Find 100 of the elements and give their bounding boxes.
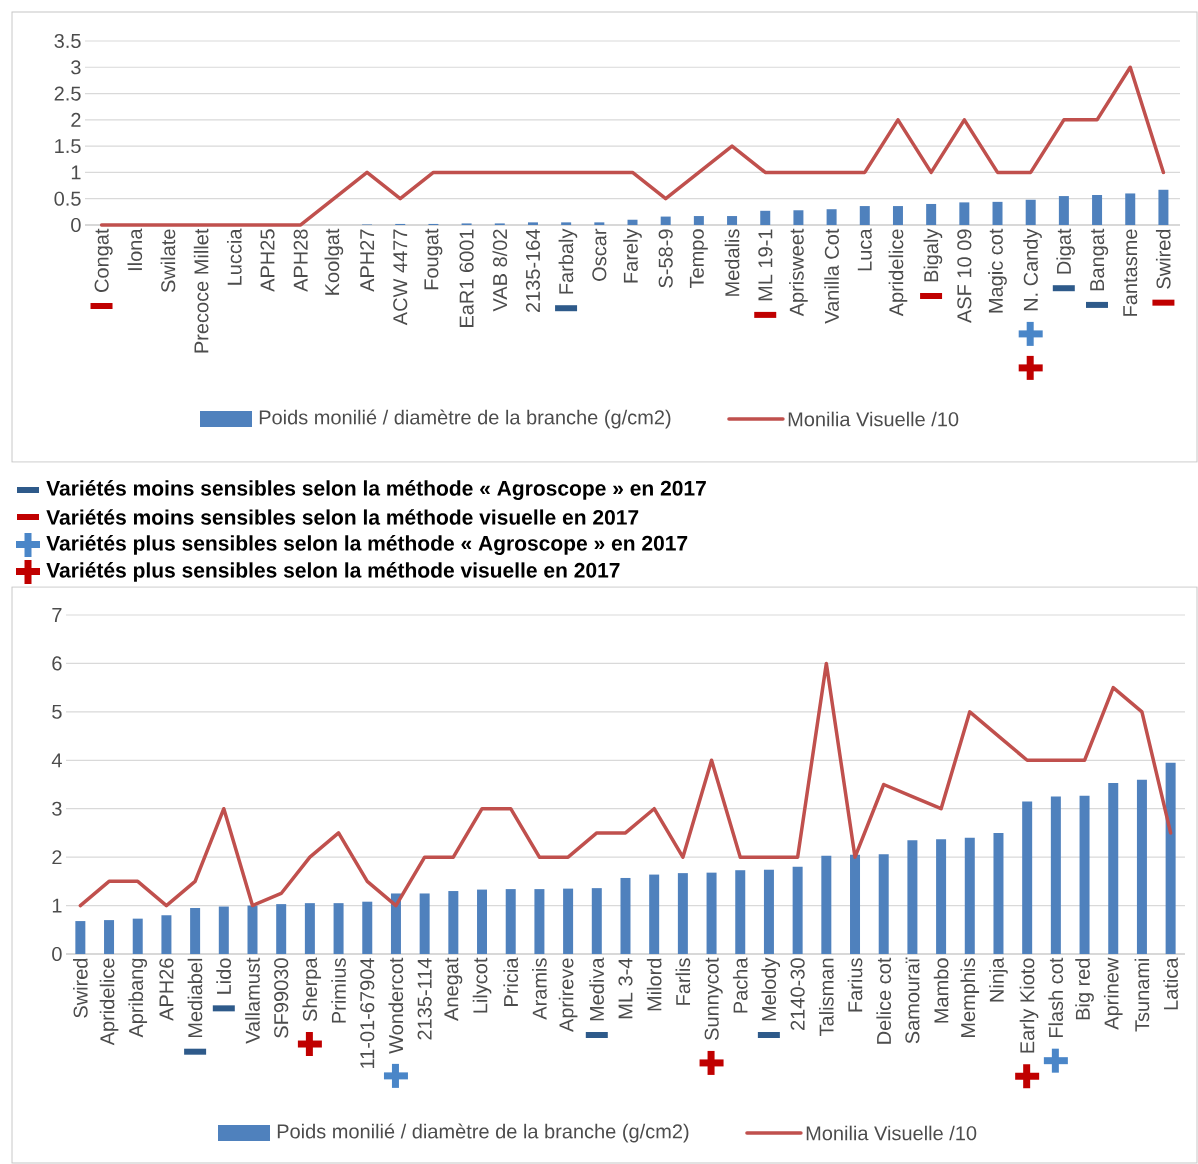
y-tick-label: 0 [71, 217, 81, 233]
y-tick-label: 1 [52, 898, 62, 913]
x-tick-label: Ilona [127, 228, 143, 271]
bar [1022, 801, 1033, 954]
bar [649, 874, 660, 954]
x-tick-label: Samouraï [905, 957, 920, 1044]
x-tick-label: Farbaly [558, 228, 578, 294]
x-tick-label: Memphis [960, 958, 980, 1038]
bar [304, 903, 315, 954]
x-tick-label: Apridelice [888, 229, 908, 317]
x-tick-label: Aprinew [1103, 957, 1123, 1030]
x-tick-label: Big red [1075, 958, 1094, 1020]
bar [591, 888, 602, 954]
x-tick-label: Primius [331, 958, 346, 1023]
x-tick-label: Early Kioto [1019, 958, 1039, 1053]
bar [763, 869, 774, 954]
x-tick-label: Latica [1163, 957, 1178, 1010]
legend-label: Monilia Visuelle /10 [788, 411, 959, 427]
bar [992, 201, 1003, 225]
legend-label: Poids monilié / diamètre de la branche (g/cm2) [259, 409, 671, 429]
x-tick-label: Delice cot [876, 957, 892, 1044]
x-tick-label: ML 19-1 [758, 229, 773, 301]
y-tick-label: 1.5 [55, 139, 81, 154]
bar [1058, 196, 1069, 225]
bar [706, 872, 717, 954]
bar [878, 854, 889, 954]
x-tick-label: Oscar [592, 228, 607, 281]
bar [936, 839, 947, 954]
bar [1165, 762, 1176, 954]
bar [826, 209, 837, 225]
x-tick-label: Aramis [532, 958, 547, 1020]
x-tick-label: Farely [623, 228, 642, 283]
x-tick-label: Mambo [933, 958, 949, 1023]
x-tick-label: Bigaly [923, 228, 943, 282]
y-tick-label: 6 [52, 656, 62, 671]
x-tick-label: Swired [73, 958, 88, 1018]
y-tick-label: 2.5 [54, 86, 81, 101]
bar [792, 866, 803, 954]
legend-label: Poids monilié / diamètre de la branche (g/cm2) [277, 1123, 689, 1143]
x-tick-label: ACW 4477 [393, 229, 408, 326]
x-tick-label: Farius [847, 958, 863, 1012]
y-tick-label: 2 [71, 112, 81, 127]
x-tick-label: Mediva [589, 957, 604, 1021]
bar [1050, 796, 1061, 954]
bar [993, 832, 1004, 954]
y-tick-label: 3 [71, 60, 81, 75]
bar [75, 921, 86, 954]
x-tick-label: S-58-9 [658, 229, 673, 288]
x-tick-label: 11-01-67904 [360, 958, 375, 1068]
y-tick-label: 4 [51, 753, 62, 768]
text: Variétés plus sensibles selon la méthode « Agroscope » en 2017 [46, 535, 688, 555]
legend-label: Monilia Visuelle /10 [806, 1125, 977, 1141]
bar [760, 210, 771, 225]
x-tick-label: Luccia [226, 228, 242, 285]
x-tick-label: APH25 [260, 229, 275, 292]
bar [563, 888, 574, 954]
bar [1136, 779, 1147, 954]
x-tick-label: Tempo [689, 229, 708, 289]
x-tick-label: Aprisweet [789, 228, 808, 317]
x-tick-label: Talisman [818, 958, 834, 1036]
bar [620, 877, 631, 954]
bar [1079, 795, 1090, 954]
bar [534, 889, 545, 954]
y-tick-label: 3 [52, 801, 62, 816]
bar [1158, 189, 1169, 225]
bar [1125, 193, 1136, 225]
bar [247, 905, 258, 954]
y-tick-label: 3.5 [54, 33, 81, 49]
bar [964, 837, 975, 954]
x-tick-label: Digat [1056, 228, 1075, 274]
x-tick-label: Farlis [675, 958, 691, 1005]
bar [677, 873, 688, 954]
bar [132, 918, 143, 954]
x-tick-label: Swilate [160, 229, 176, 293]
bar [1108, 783, 1119, 954]
x-tick-label: APH28 [293, 229, 308, 292]
text: Variétés moins sensibles selon la méthode visuelle en 2017 [46, 509, 639, 525]
x-tick-label: VAB 8/02 [492, 229, 508, 312]
bar [190, 907, 201, 954]
x-tick-label: Fougat [424, 228, 443, 290]
x-tick-label: Sherpa [302, 957, 322, 1022]
bar [859, 206, 870, 225]
bar [959, 202, 970, 225]
bar [892, 206, 903, 225]
x-tick-label: Aprireve [558, 958, 578, 1032]
x-tick-label: Lilycot [472, 957, 492, 1013]
x-tick-label: ML 3-4 [618, 958, 633, 1019]
x-tick-label: Precoce Millet [193, 228, 209, 353]
bar [627, 219, 638, 225]
x-tick-label: Pricia [503, 957, 519, 1006]
x-tick-label: N. Candy [1023, 228, 1042, 311]
bar [735, 870, 746, 954]
bar [1025, 199, 1036, 225]
bar [693, 216, 704, 225]
x-tick-label: Congat [94, 228, 113, 292]
bar [561, 222, 572, 225]
x-tick-label: Apridelice [99, 958, 119, 1046]
x-tick-label: ASF 10 09 [957, 229, 972, 323]
x-tick-label: Medalis [724, 229, 740, 296]
x-tick-label: Apribang [128, 958, 148, 1038]
